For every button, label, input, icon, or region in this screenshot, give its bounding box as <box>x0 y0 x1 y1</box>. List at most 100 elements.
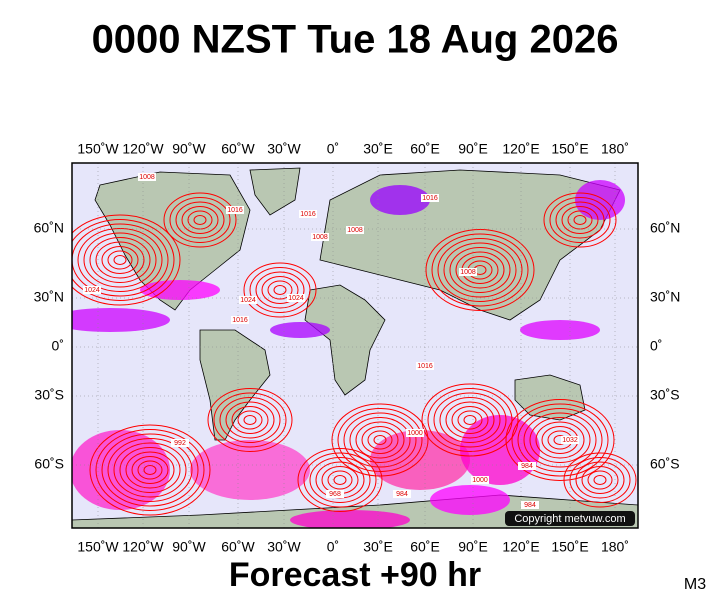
isobar <box>427 388 513 452</box>
isobar <box>181 206 219 234</box>
lon-label-bottom: 30˚W <box>267 539 301 555</box>
isobar-label-bg <box>287 294 305 302</box>
isobar <box>125 451 175 489</box>
isobar-label-bg <box>138 173 156 181</box>
isobar <box>421 383 519 457</box>
footer: Forecast +90 hr <box>229 556 481 594</box>
isobar <box>107 438 193 502</box>
isobar <box>231 406 269 434</box>
isobar-label: 1008 <box>139 174 155 181</box>
lon-label-top: 120˚E <box>502 141 539 157</box>
lon-label-top: 30˚W <box>267 141 301 157</box>
isobar-label-bg <box>406 429 424 437</box>
isobar <box>169 197 231 243</box>
isobar <box>331 403 429 477</box>
lon-label-top: 150˚W <box>77 141 119 157</box>
isobar-label-bg <box>518 462 536 470</box>
isobar <box>449 247 511 293</box>
isobar <box>549 197 611 243</box>
south-america <box>199 329 271 441</box>
isobar <box>101 246 139 274</box>
precip-area <box>190 440 310 500</box>
isobar <box>72 219 175 301</box>
lon-label-top: 90˚W <box>172 141 206 157</box>
lat-label-left: 30˚S <box>34 387 64 403</box>
model: M3 <box>684 576 706 593</box>
isobar-label-bg <box>239 296 257 304</box>
lon-label-bottom: 60˚E <box>410 539 440 555</box>
isobar <box>561 206 599 234</box>
isobar <box>575 461 625 499</box>
isobar <box>523 412 597 468</box>
isobar <box>175 201 225 239</box>
isobar-label-bg <box>299 210 317 218</box>
isobar <box>137 460 163 480</box>
isobar-label: 1000 <box>407 430 423 437</box>
isobar <box>439 397 501 443</box>
lon-label-bottom: 150˚W <box>77 539 119 555</box>
isobar <box>95 241 145 279</box>
isobar-label-bg <box>311 233 329 241</box>
isobar <box>219 397 281 443</box>
precip-area <box>290 510 410 528</box>
isobar-label: 1016 <box>300 211 316 218</box>
isobar-label-bg <box>471 476 489 484</box>
isobar <box>355 421 405 459</box>
lat-label-right: 30˚N <box>650 289 680 305</box>
isobar <box>437 238 523 302</box>
isobar <box>101 433 199 507</box>
isobar <box>555 201 605 239</box>
isobar <box>333 475 347 485</box>
isobar <box>587 470 613 490</box>
isobar-label: 1016 <box>417 363 433 370</box>
isobar <box>451 406 489 434</box>
isobar <box>425 229 535 311</box>
isobar <box>243 262 317 318</box>
isobar-label-bg <box>459 268 477 276</box>
isobar <box>361 426 399 454</box>
isobar <box>517 408 603 472</box>
isobar <box>337 408 423 472</box>
precip-area <box>575 180 625 220</box>
lon-label-top: 60˚W <box>221 141 255 157</box>
isobar <box>445 401 495 439</box>
isobar <box>113 442 187 498</box>
isobar-label-bg <box>521 501 539 509</box>
isobar-label: 984 <box>521 463 533 470</box>
isobar-label: 1000 <box>472 477 488 484</box>
copyright-box <box>505 511 635 526</box>
isobar <box>249 267 311 313</box>
isobar <box>207 388 293 452</box>
precip-area <box>72 308 170 332</box>
title: 0000 NZST Tue 18 Aug 2026 <box>92 18 619 62</box>
isobar-label: 1016 <box>422 195 438 202</box>
lon-label-bottom: 120˚W <box>122 539 164 555</box>
precip-area <box>370 185 430 215</box>
isobar <box>573 215 587 225</box>
lat-label-left: 60˚N <box>34 220 64 236</box>
isobar <box>83 232 157 288</box>
isobar <box>433 392 507 448</box>
lon-label-bottom: 150˚E <box>551 539 588 555</box>
lon-label-top: 60˚E <box>410 141 440 157</box>
lat-label-right: 60˚N <box>650 220 680 236</box>
isobar <box>143 465 157 475</box>
isobar <box>367 430 393 450</box>
lat-label-left: 60˚S <box>34 456 64 472</box>
isobar <box>593 475 607 485</box>
isobar <box>107 250 133 270</box>
lat-label-right: 60˚S <box>650 456 680 472</box>
isobar-label: 1008 <box>312 234 328 241</box>
isobar <box>505 399 615 481</box>
copyright: Copyright metvuw.com <box>514 513 625 525</box>
isobar <box>89 237 151 283</box>
isobar-label: 1008 <box>347 227 363 234</box>
isobar-label: 1008 <box>460 269 476 276</box>
lat-label-right: 30˚S <box>650 387 680 403</box>
isobar <box>89 424 211 516</box>
isobar <box>297 448 383 512</box>
isobar-label-bg <box>416 362 434 370</box>
isobar <box>431 233 529 307</box>
isobar-label: 1016 <box>227 207 243 214</box>
